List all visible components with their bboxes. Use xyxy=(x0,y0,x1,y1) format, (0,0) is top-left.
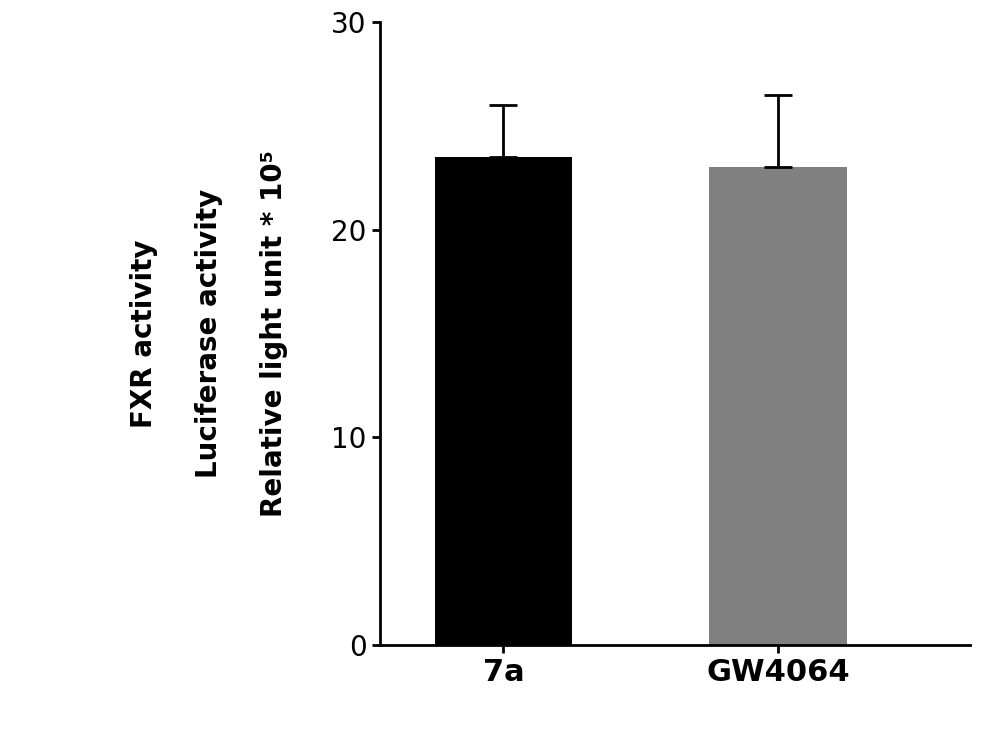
Text: Relative light unit * 10⁵: Relative light unit * 10⁵ xyxy=(260,150,288,517)
Text: Luciferase activity: Luciferase activity xyxy=(195,189,223,478)
Bar xyxy=(435,157,572,645)
Text: FXR activity: FXR activity xyxy=(130,239,158,428)
Bar xyxy=(709,167,847,645)
